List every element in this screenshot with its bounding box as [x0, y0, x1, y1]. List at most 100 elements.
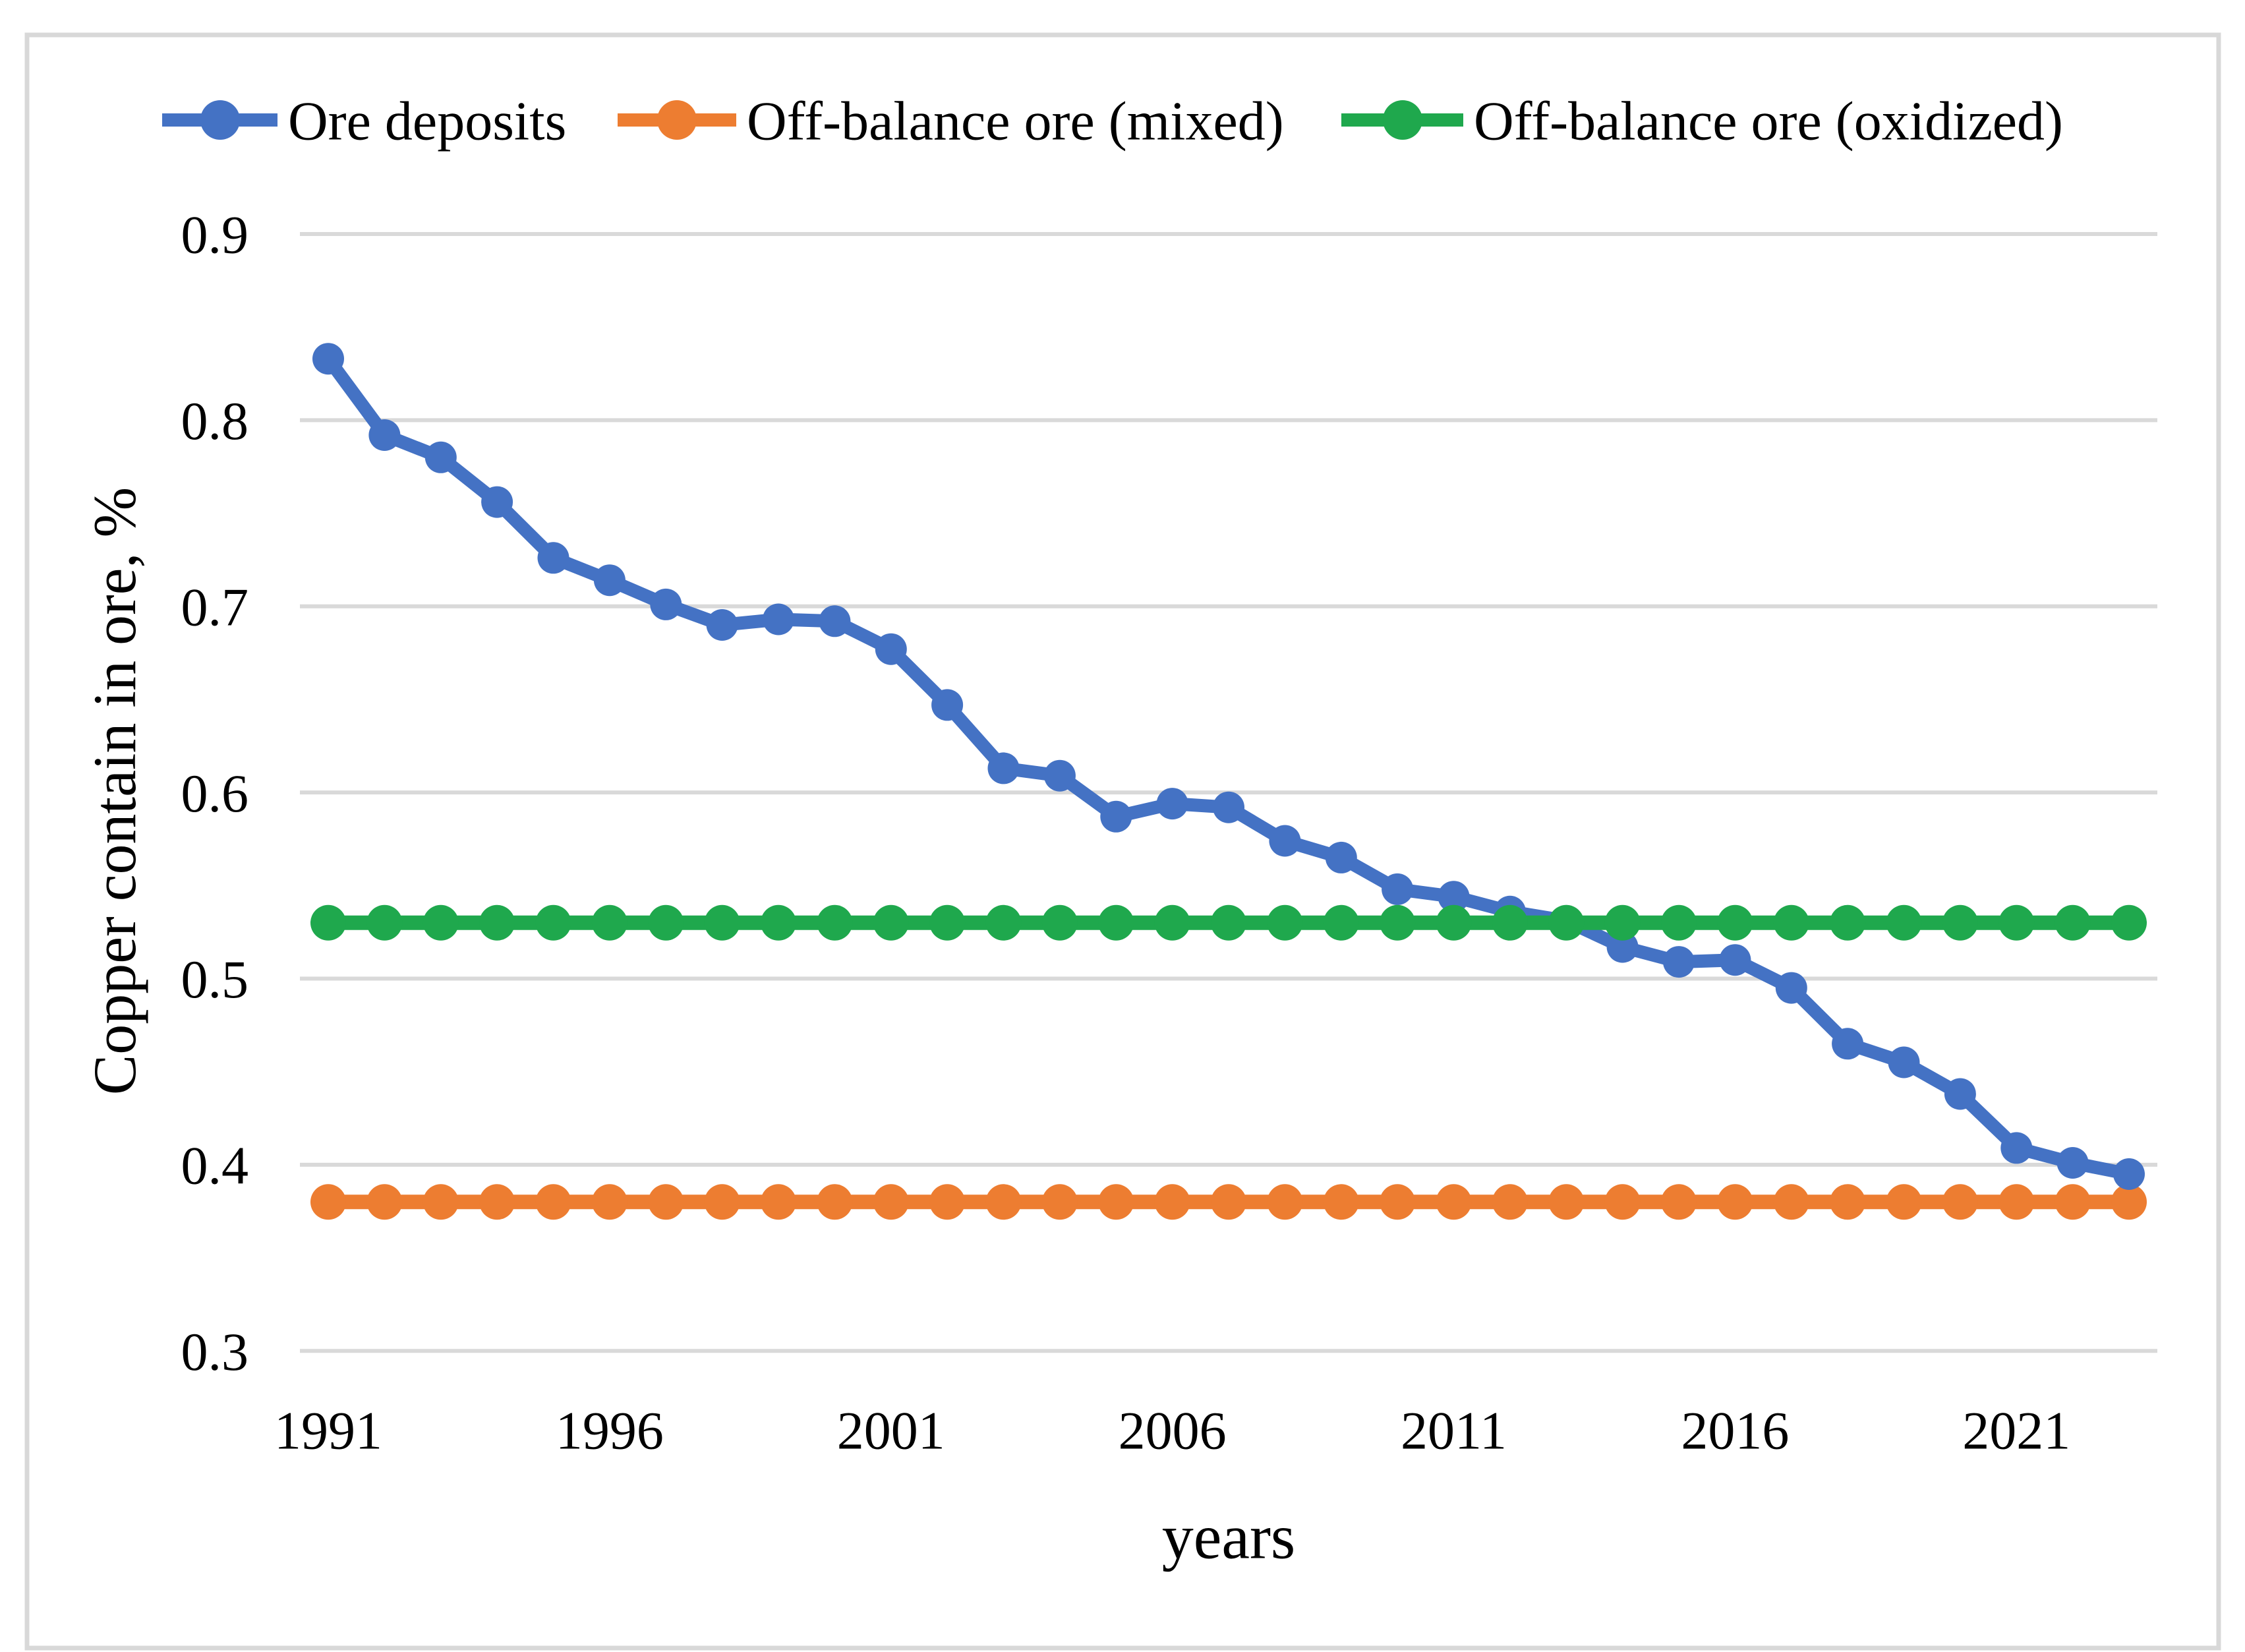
legend-marker-icon — [1383, 100, 1422, 140]
data-point-ore-deposits — [1775, 972, 1807, 1004]
x-tick-label: 2016 — [1681, 1401, 1789, 1461]
x-tick-label: 2006 — [1119, 1401, 1227, 1461]
data-point-off-balance-ore-mixed — [1661, 1184, 1697, 1220]
data-point-off-balance-ore-mixed — [535, 1184, 571, 1220]
data-point-ore-deposits — [368, 419, 401, 451]
data-point-off-balance-ore-oxidized — [1773, 904, 1809, 941]
series-off-balance-ore-oxidized — [310, 904, 2147, 941]
data-point-ore-deposits — [2113, 1158, 2145, 1190]
data-point-off-balance-ore-oxidized — [1323, 904, 1359, 941]
data-point-off-balance-ore-mixed — [1041, 1184, 1078, 1220]
data-point-off-balance-ore-oxidized — [985, 904, 1022, 941]
x-axis-tick-labels: 1991 1996 2001 2006 2011 2016 2021 — [274, 1401, 2070, 1461]
data-point-off-balance-ore-mixed — [2111, 1184, 2147, 1220]
data-point-ore-deposits — [2000, 1132, 2033, 1164]
data-point-off-balance-ore-mixed — [1154, 1184, 1190, 1220]
data-point-off-balance-ore-mixed — [2055, 1184, 2091, 1220]
data-point-off-balance-ore-oxidized — [535, 904, 571, 941]
data-point-off-balance-ore-mixed — [1942, 1184, 1978, 1220]
y-axis-tick-labels: 0.9 0.8 0.7 0.6 0.5 0.4 0.3 — [181, 205, 249, 1382]
figure-border — [24, 32, 2221, 1651]
data-point-off-balance-ore-oxidized — [929, 904, 966, 941]
data-point-off-balance-ore-oxidized — [1548, 904, 1585, 941]
data-point-off-balance-ore-oxidized — [1267, 904, 1303, 941]
data-point-ore-deposits — [1944, 1078, 1976, 1110]
data-point-off-balance-ore-oxidized — [1154, 904, 1190, 941]
data-point-off-balance-ore-oxidized — [1886, 904, 1922, 941]
legend: Ore deposits Off-balance ore (mixed) Off… — [162, 90, 2063, 152]
data-point-ore-deposits — [763, 603, 794, 635]
data-point-off-balance-ore-oxidized — [479, 904, 515, 941]
data-point-off-balance-ore-mixed — [1998, 1184, 2035, 1220]
legend-label: Ore deposits — [288, 90, 566, 152]
legend-item-off-balance-mixed: Off-balance ore (mixed) — [618, 90, 1284, 152]
data-point-ore-deposits — [424, 441, 457, 473]
data-point-off-balance-ore-oxidized — [1661, 904, 1697, 941]
y-tick-label: 0.6 — [181, 763, 249, 823]
data-point-off-balance-ore-mixed — [1604, 1184, 1641, 1220]
data-point-ore-deposits — [706, 609, 738, 641]
data-point-off-balance-ore-oxidized — [2055, 904, 2091, 941]
y-axis-title: Copper contain in ore, % — [81, 487, 148, 1095]
data-point-ore-deposits — [1888, 1046, 1920, 1078]
data-point-ore-deposits — [1325, 841, 1357, 873]
data-point-ore-deposits — [1382, 873, 1414, 905]
data-point-ore-deposits — [875, 633, 907, 665]
legend-label: Off-balance ore (mixed) — [747, 90, 1284, 152]
data-point-off-balance-ore-mixed — [1323, 1184, 1359, 1220]
data-point-off-balance-ore-mixed — [1492, 1184, 1528, 1220]
y-tick-label: 0.5 — [181, 949, 249, 1009]
data-point-off-balance-ore-mixed — [761, 1184, 796, 1220]
data-point-off-balance-ore-oxidized — [1998, 904, 2035, 941]
data-point-off-balance-ore-mixed — [591, 1184, 627, 1220]
data-point-ore-deposits — [987, 752, 1020, 784]
y-tick-label: 0.3 — [181, 1322, 249, 1382]
data-point-ore-deposits — [931, 689, 964, 721]
data-point-off-balance-ore-mixed — [873, 1184, 909, 1220]
data-point-off-balance-ore-oxidized — [1717, 904, 1753, 941]
x-tick-label: 2001 — [837, 1401, 945, 1461]
data-point-ore-deposits — [2056, 1147, 2089, 1179]
data-point-ore-deposits — [1269, 825, 1301, 857]
y-tick-label: 0.9 — [181, 205, 249, 265]
data-point-off-balance-ore-mixed — [648, 1184, 684, 1220]
data-point-ore-deposits — [819, 605, 851, 637]
y-tick-label: 0.8 — [181, 391, 249, 451]
x-tick-label: 2011 — [1401, 1401, 1507, 1461]
data-point-ore-deposits — [1100, 800, 1132, 833]
data-point-off-balance-ore-mixed — [1380, 1184, 1416, 1220]
data-point-off-balance-ore-mixed — [1098, 1184, 1134, 1220]
data-point-off-balance-ore-mixed — [817, 1184, 853, 1220]
y-tick-label: 0.4 — [181, 1136, 249, 1196]
gridlines — [300, 232, 2157, 1353]
data-point-ore-deposits — [1832, 1028, 1864, 1060]
data-point-off-balance-ore-mixed — [1717, 1184, 1753, 1220]
data-point-ore-deposits — [1663, 946, 1695, 978]
data-point-ore-deposits — [481, 486, 513, 518]
data-point-ore-deposits — [1213, 791, 1244, 823]
data-point-ore-deposits — [1719, 944, 1751, 976]
legend-label: Off-balance ore (oxidized) — [1474, 90, 2063, 152]
data-point-off-balance-ore-oxidized — [817, 904, 853, 941]
data-point-off-balance-ore-mixed — [1773, 1184, 1809, 1220]
data-point-off-balance-ore-oxidized — [1942, 904, 1978, 941]
data-point-off-balance-ore-mixed — [1267, 1184, 1303, 1220]
data-point-off-balance-ore-mixed — [310, 1184, 346, 1220]
data-point-off-balance-ore-oxidized — [1830, 904, 1866, 941]
data-point-off-balance-ore-oxidized — [591, 904, 627, 941]
data-point-off-balance-ore-oxidized — [1492, 904, 1528, 941]
x-tick-label: 2021 — [1962, 1401, 2070, 1461]
data-point-off-balance-ore-mixed — [423, 1184, 459, 1220]
data-point-off-balance-ore-oxidized — [761, 904, 796, 941]
legend-item-ore-deposits: Ore deposits — [162, 90, 566, 152]
data-point-ore-deposits — [593, 564, 626, 597]
series-ore-deposits — [312, 343, 2145, 1190]
data-point-off-balance-ore-mixed — [1886, 1184, 1922, 1220]
data-series — [310, 343, 2147, 1220]
data-point-off-balance-ore-oxidized — [366, 904, 403, 941]
data-point-off-balance-ore-oxidized — [1380, 904, 1416, 941]
data-point-off-balance-ore-oxidized — [648, 904, 684, 941]
legend-item-off-balance-oxidized: Off-balance ore (oxidized) — [1341, 90, 2063, 152]
data-point-off-balance-ore-mixed — [1830, 1184, 1866, 1220]
